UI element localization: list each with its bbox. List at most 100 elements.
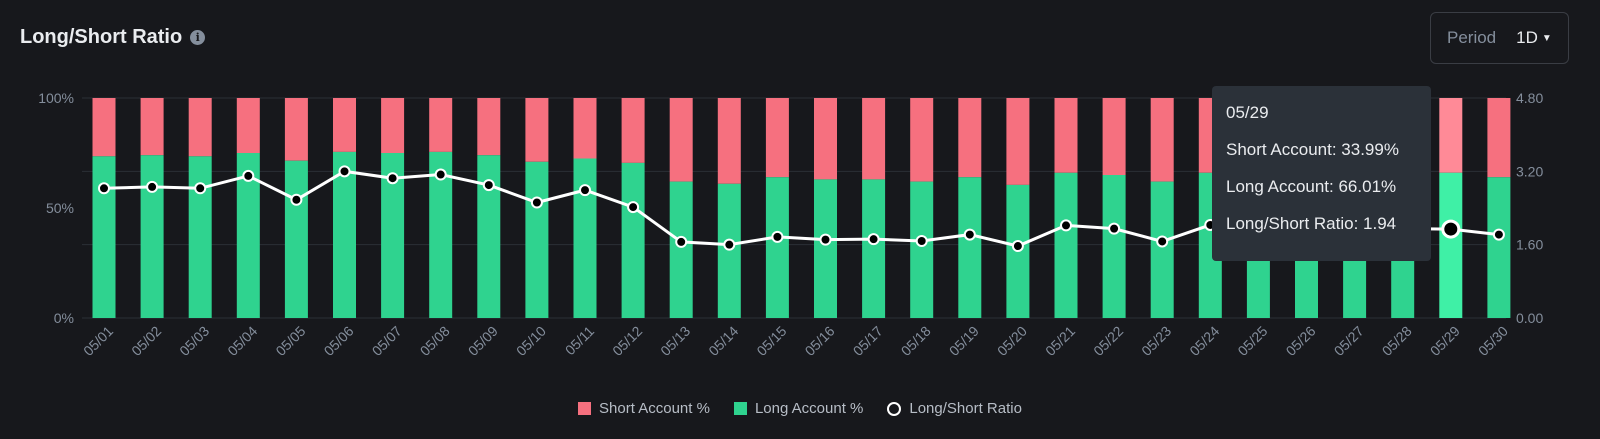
legend-label-short: Short Account % — [599, 400, 710, 417]
long-bar — [573, 158, 597, 318]
x-tick-label: 05/02 — [128, 323, 164, 359]
long-bar — [765, 177, 789, 318]
period-label: Period — [1447, 28, 1497, 47]
x-tick-label: 05/26 — [1283, 323, 1319, 359]
long-bar — [910, 181, 934, 318]
x-tick-label: 05/29 — [1427, 323, 1463, 359]
long-bar — [1054, 172, 1078, 318]
ratio-point — [386, 172, 399, 185]
ratio-point — [579, 184, 591, 197]
short-bar — [140, 98, 164, 156]
long-bar — [958, 177, 982, 318]
legend-swatch-short — [578, 402, 592, 415]
ratio-point — [338, 165, 351, 178]
long-bar — [140, 155, 164, 318]
tooltip-date: 05/29 — [1226, 103, 1269, 122]
x-tick-label: 05/23 — [1138, 323, 1174, 359]
short-bar — [525, 98, 549, 162]
chart-legend: Short Account % Long Account % Long/Shor… — [0, 400, 1600, 417]
chart-tooltip: 05/29 Short Account: 33.99% Long Account… — [1212, 86, 1431, 261]
ratio-point — [1492, 228, 1505, 241]
ratio-point — [530, 196, 543, 209]
long-bar — [814, 179, 837, 318]
ratio-point — [915, 235, 928, 247]
x-tick-label: 05/27 — [1331, 323, 1367, 359]
short-bar — [284, 98, 308, 161]
x-tick-label: 05/16 — [802, 323, 838, 359]
caret-down-icon[interactable]: ▼ — [1541, 32, 1552, 44]
info-icon[interactable]: i — [190, 30, 206, 45]
short-bar — [621, 98, 645, 163]
short-bar — [573, 98, 597, 159]
short-bar — [814, 98, 837, 180]
legend-item-ratio[interactable]: Long/Short Ratio — [887, 400, 1022, 417]
x-tick-label: 05/12 — [609, 323, 645, 359]
period-selector[interactable]: Period 1D ▼ — [1430, 12, 1569, 64]
short-bar — [188, 98, 212, 157]
short-bar — [236, 98, 260, 153]
long-bar — [1439, 172, 1463, 318]
x-tick-label: 05/03 — [176, 323, 212, 359]
long-bar — [429, 151, 453, 318]
short-bar — [92, 98, 116, 157]
x-tick-label: 05/19 — [946, 323, 982, 359]
x-tick-label: 05/30 — [1475, 323, 1511, 359]
x-tick-label: 05/06 — [321, 323, 357, 359]
legend-item-long[interactable]: Long Account % — [733, 400, 864, 417]
x-tick-label: 05/22 — [1090, 323, 1126, 359]
legend-item-short[interactable]: Short Account % — [578, 400, 710, 417]
short-bar — [862, 98, 886, 180]
y-left-tick-label: 50% — [46, 200, 74, 216]
chart-title: Long/Short Ratio — [20, 26, 183, 48]
short-bar — [381, 98, 405, 153]
x-tick-label: 05/14 — [705, 323, 741, 359]
ratio-point — [723, 238, 736, 251]
long-bar — [862, 179, 886, 318]
long-bar — [188, 156, 212, 318]
ratio-point — [1108, 222, 1121, 235]
x-tick-label: 05/17 — [850, 323, 886, 359]
long-bar — [333, 151, 356, 318]
legend-label-long: Long Account % — [754, 400, 864, 417]
ratio-point — [675, 235, 688, 248]
short-bar — [1487, 98, 1511, 178]
long-bar — [717, 183, 741, 318]
short-bar — [717, 98, 741, 184]
long-bar — [669, 181, 693, 318]
ratio-point — [194, 182, 207, 195]
y-right-tick-label: 0.00 — [1516, 310, 1543, 326]
tooltip-long: Long Account: 66.01% — [1226, 177, 1397, 196]
short-bar — [1006, 98, 1030, 185]
legend-label-ratio: Long/Short Ratio — [909, 400, 1022, 417]
tooltip-short: Short Account: 33.99% — [1226, 140, 1399, 159]
ratio-point — [290, 193, 303, 206]
long-bar — [621, 162, 645, 318]
y-left-tick-label: 0% — [54, 310, 74, 326]
x-tick-label: 05/07 — [369, 323, 405, 359]
ratio-point — [627, 201, 640, 214]
legend-swatch-ratio — [887, 401, 902, 416]
x-tick-label: 05/28 — [1379, 323, 1415, 359]
long-bar — [381, 153, 405, 318]
ratio-point — [434, 168, 447, 181]
ratio-point — [98, 182, 110, 195]
ratio-point — [771, 230, 784, 243]
legend-swatch-long — [733, 402, 747, 415]
ratio-point — [963, 228, 976, 241]
short-bar — [1054, 98, 1078, 173]
x-tick-label: 05/05 — [272, 323, 308, 359]
x-tick-label: 05/25 — [1234, 323, 1270, 359]
period-value[interactable]: 1D — [1516, 28, 1538, 47]
short-bar — [1150, 98, 1174, 182]
y-right-tick-label: 3.20 — [1516, 163, 1543, 179]
short-bar — [477, 98, 501, 156]
x-tick-label: 05/20 — [994, 323, 1030, 359]
chart-header: Long/Short Ratio i — [20, 26, 206, 49]
y-right-tick-label: 1.60 — [1516, 237, 1543, 253]
long-bar — [525, 161, 549, 318]
x-tick-label: 05/15 — [753, 323, 789, 359]
x-tick-label: 05/01 — [80, 323, 116, 359]
ratio-point — [867, 233, 880, 246]
x-tick-label: 05/10 — [513, 323, 549, 359]
